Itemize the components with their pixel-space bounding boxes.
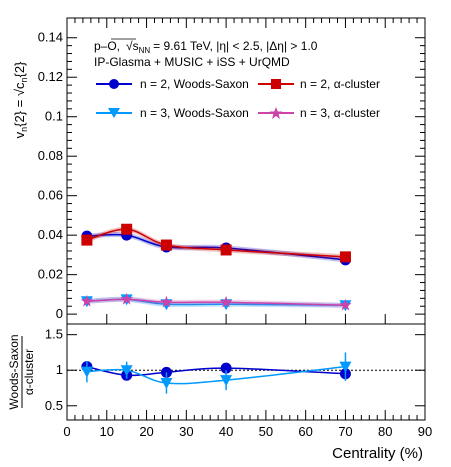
data-point <box>220 244 232 256</box>
data-point <box>219 295 233 308</box>
ratio-point <box>339 361 352 373</box>
data-point <box>339 298 352 311</box>
legend-entry-n3-alpha-cluster: n = 3, α-cluster <box>258 106 380 120</box>
ratio-point <box>220 362 232 374</box>
ratio-y-label-numerator: Woods-Saxon <box>7 334 21 409</box>
ratio-y-tick-label: 1.5 <box>45 327 63 342</box>
x-tick-label: 70 <box>338 424 352 439</box>
annotation-model: IP-Glasma + MUSIC + iSS + UrQMD <box>94 55 290 69</box>
main-y-axis-label: vn{2} = √cn{2} <box>12 61 29 138</box>
x-tick-label: 10 <box>100 424 114 439</box>
y-tick-label: 0 <box>56 306 63 321</box>
x-tick-label: 40 <box>219 424 233 439</box>
data-point <box>160 239 172 251</box>
y-tick-label: 0.06 <box>38 188 63 203</box>
ratio-plot-frame <box>66 323 426 421</box>
y-tick-label: 0.1 <box>45 109 63 124</box>
x-tick-label: 50 <box>259 424 273 439</box>
legend-label: n = 3, α-cluster <box>300 106 380 120</box>
data-point <box>80 294 94 307</box>
ratio-y-tick-label: 0.5 <box>45 398 63 413</box>
ratio-point <box>80 366 93 378</box>
legend-entry-n3-woods-saxon: n = 3, Woods-Saxon <box>96 106 249 120</box>
series-band <box>86 226 346 260</box>
ratio-series-layer <box>80 352 352 394</box>
legend-label: n = 2, α-cluster <box>300 77 380 91</box>
annotation-collision-system: p–O, √sNN = 9.61 TeV, |η| < 2.5, |Δη| > 1.… <box>94 39 318 55</box>
legend-entry-n2-alpha-cluster: n = 2, α-cluster <box>258 77 380 91</box>
ratio-point <box>220 375 233 387</box>
x-tick-label: 80 <box>378 424 392 439</box>
x-tick-label: 60 <box>298 424 312 439</box>
y-tick-label: 0.02 <box>38 267 63 282</box>
main-y-axis: 0 0.02 0.04 0.06 0.08 0.1 0.12 0.14 <box>38 30 425 321</box>
data-point <box>121 223 133 235</box>
ratio-y-tick-label: 1 <box>56 362 63 377</box>
y-tick-label: 0.14 <box>38 30 63 45</box>
ratio-axes: 0.5 1 1.5 0 10 20 30 40 50 60 70 80 90 <box>45 18 432 439</box>
data-point <box>81 234 93 246</box>
ratio-y-label-denominator: α-cluster <box>22 349 36 395</box>
x-axis-label: Centrality (%) <box>332 445 423 462</box>
data-point <box>120 292 133 305</box>
data-point <box>339 251 351 263</box>
y-tick-label: 0.12 <box>38 69 63 84</box>
main-series-layer <box>80 223 352 312</box>
data-point <box>160 295 173 308</box>
ratio-y-axis-label: Woods-Saxon α-cluster <box>7 334 36 409</box>
y-tick-label: 0.08 <box>38 148 63 163</box>
series-1 <box>81 223 351 263</box>
x-tick-label: 0 <box>63 424 70 439</box>
series-3 <box>80 292 352 311</box>
ratio-point <box>120 365 133 377</box>
ratio-series-1 <box>80 352 352 394</box>
y-tick-label: 0.04 <box>38 227 63 242</box>
legend: n = 2, Woods-Saxon n = 2, α-cluster n = … <box>96 77 380 120</box>
legend-entry-n2-woods-saxon: n = 2, Woods-Saxon <box>96 77 249 91</box>
svg-text:vn{2} = √cn{2}: vn{2} = √cn{2} <box>12 61 29 138</box>
ratio-point <box>160 378 173 390</box>
x-tick-label: 90 <box>418 424 432 439</box>
x-tick-label: 30 <box>179 424 193 439</box>
legend-label: n = 3, Woods-Saxon <box>140 106 249 120</box>
legend-label: n = 2, Woods-Saxon <box>140 77 249 91</box>
x-tick-label: 20 <box>139 424 153 439</box>
